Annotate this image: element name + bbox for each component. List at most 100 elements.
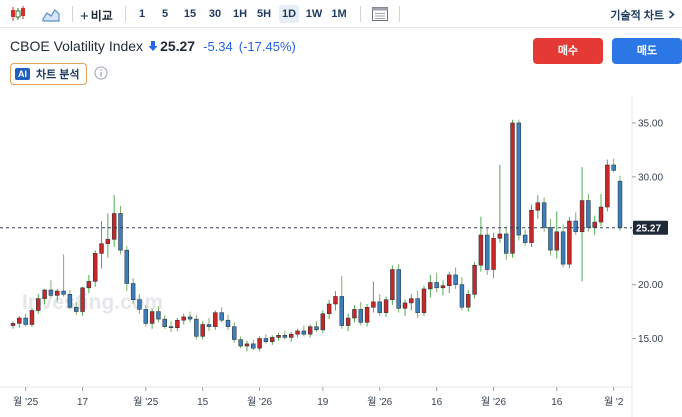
candle-body (194, 318, 199, 337)
candle (548, 218, 553, 256)
x-tick-label: 월 '26 (367, 396, 392, 408)
candle (55, 288, 60, 302)
buy-button[interactable]: 매수 (533, 38, 603, 64)
candle-body (307, 326, 313, 335)
candle (244, 340, 250, 352)
time-axis: 월 '25 17 월 '25 15 월 '26 19 월 '26 16 월 '26 16 월 '2 (13, 387, 624, 408)
candle (257, 336, 262, 352)
technical-chart-link[interactable]: 기술적 차트 (610, 7, 675, 23)
candle (560, 224, 566, 268)
candle (409, 294, 414, 311)
candle (137, 294, 142, 314)
candle (478, 216, 484, 272)
candle (535, 195, 541, 219)
candle (579, 167, 585, 282)
candle (124, 245, 130, 292)
candle (453, 267, 458, 289)
candle-body (238, 339, 243, 347)
candle-body (478, 234, 484, 266)
candle (263, 334, 269, 344)
candle (206, 318, 212, 331)
candle-body (17, 317, 22, 324)
candle-body (168, 326, 174, 328)
interval-1w[interactable]: 1W (305, 8, 323, 20)
candle-body (415, 298, 420, 313)
candle-body (282, 335, 288, 338)
candle-body (187, 316, 193, 320)
candle (67, 290, 73, 310)
candle-body (548, 227, 553, 251)
candle-body (162, 318, 167, 327)
candle (434, 272, 439, 293)
interval-1m[interactable]: 1M (331, 8, 347, 20)
candle-body (409, 298, 414, 304)
candle (162, 314, 167, 329)
candle-body (598, 206, 604, 223)
calendar-icon[interactable] (371, 5, 389, 23)
candle (200, 321, 205, 340)
candle-body (276, 335, 281, 338)
candle-body (181, 316, 186, 321)
candle (617, 175, 623, 231)
candle (371, 281, 376, 313)
interval-1h[interactable]: 1H (232, 8, 248, 20)
candle-body (383, 299, 389, 313)
candle-body (118, 213, 123, 251)
compare-button[interactable]: + 비교 (80, 8, 113, 25)
interval-15[interactable]: 15 (183, 8, 197, 20)
candle-body (522, 234, 528, 243)
candle (232, 322, 237, 343)
price-chart[interactable]: Investing.com 15.0020.0025.0030.0035.00 … (0, 96, 682, 417)
candle (219, 307, 224, 323)
candle (181, 313, 186, 325)
interval-5[interactable]: 5 (161, 8, 169, 20)
chart-analysis-button[interactable]: AI 차트 분석 (10, 63, 87, 85)
candle (130, 278, 136, 305)
candle-body (175, 319, 180, 328)
candle-body (567, 220, 572, 265)
candle-body (364, 306, 370, 323)
candle (86, 274, 92, 294)
interval-1[interactable]: 1 (138, 8, 146, 20)
candle (522, 229, 528, 246)
interval-30[interactable]: 30 (208, 8, 222, 20)
current-price-tag (633, 220, 668, 235)
candle (447, 271, 452, 294)
sell-button[interactable]: 매도 (612, 38, 682, 64)
x-tick-label: 월 '25 (13, 396, 38, 408)
toolbar-divider (125, 6, 126, 22)
candle (573, 212, 578, 236)
candle (440, 280, 446, 296)
candlestick-icon[interactable] (9, 5, 27, 23)
candle (149, 308, 155, 329)
candle (10, 321, 16, 329)
area-chart-icon[interactable] (42, 5, 60, 23)
chart-toolbar: + 비교 1 5 15 30 1H 5H 1D 1W 1M 기술적 차트 (0, 0, 682, 28)
candle-body (485, 234, 490, 270)
candles (10, 119, 623, 352)
candle-body (225, 319, 231, 327)
x-tick-label: 19 (317, 397, 329, 408)
candle-body (390, 269, 395, 300)
x-tick-label: 16 (431, 397, 443, 408)
candle (415, 291, 420, 319)
candle-body (137, 299, 142, 310)
y-tick-label: 15.00 (638, 334, 663, 345)
interval-1d[interactable]: 1D (279, 5, 299, 23)
candle-body (459, 284, 465, 308)
candle (74, 301, 79, 315)
candle (29, 308, 35, 327)
candle-body (149, 311, 155, 324)
candle-body (434, 282, 439, 289)
interval-5h[interactable]: 5H (256, 8, 272, 20)
candle (402, 299, 408, 316)
candle (326, 299, 332, 320)
candle-body (36, 298, 41, 311)
candle-body (510, 122, 515, 254)
info-icon[interactable] (94, 66, 108, 80)
candle-body (23, 317, 28, 325)
candle (320, 310, 326, 334)
candle (605, 159, 610, 212)
candle-body (10, 323, 16, 326)
current-price-label: 25.27 (636, 223, 661, 234)
